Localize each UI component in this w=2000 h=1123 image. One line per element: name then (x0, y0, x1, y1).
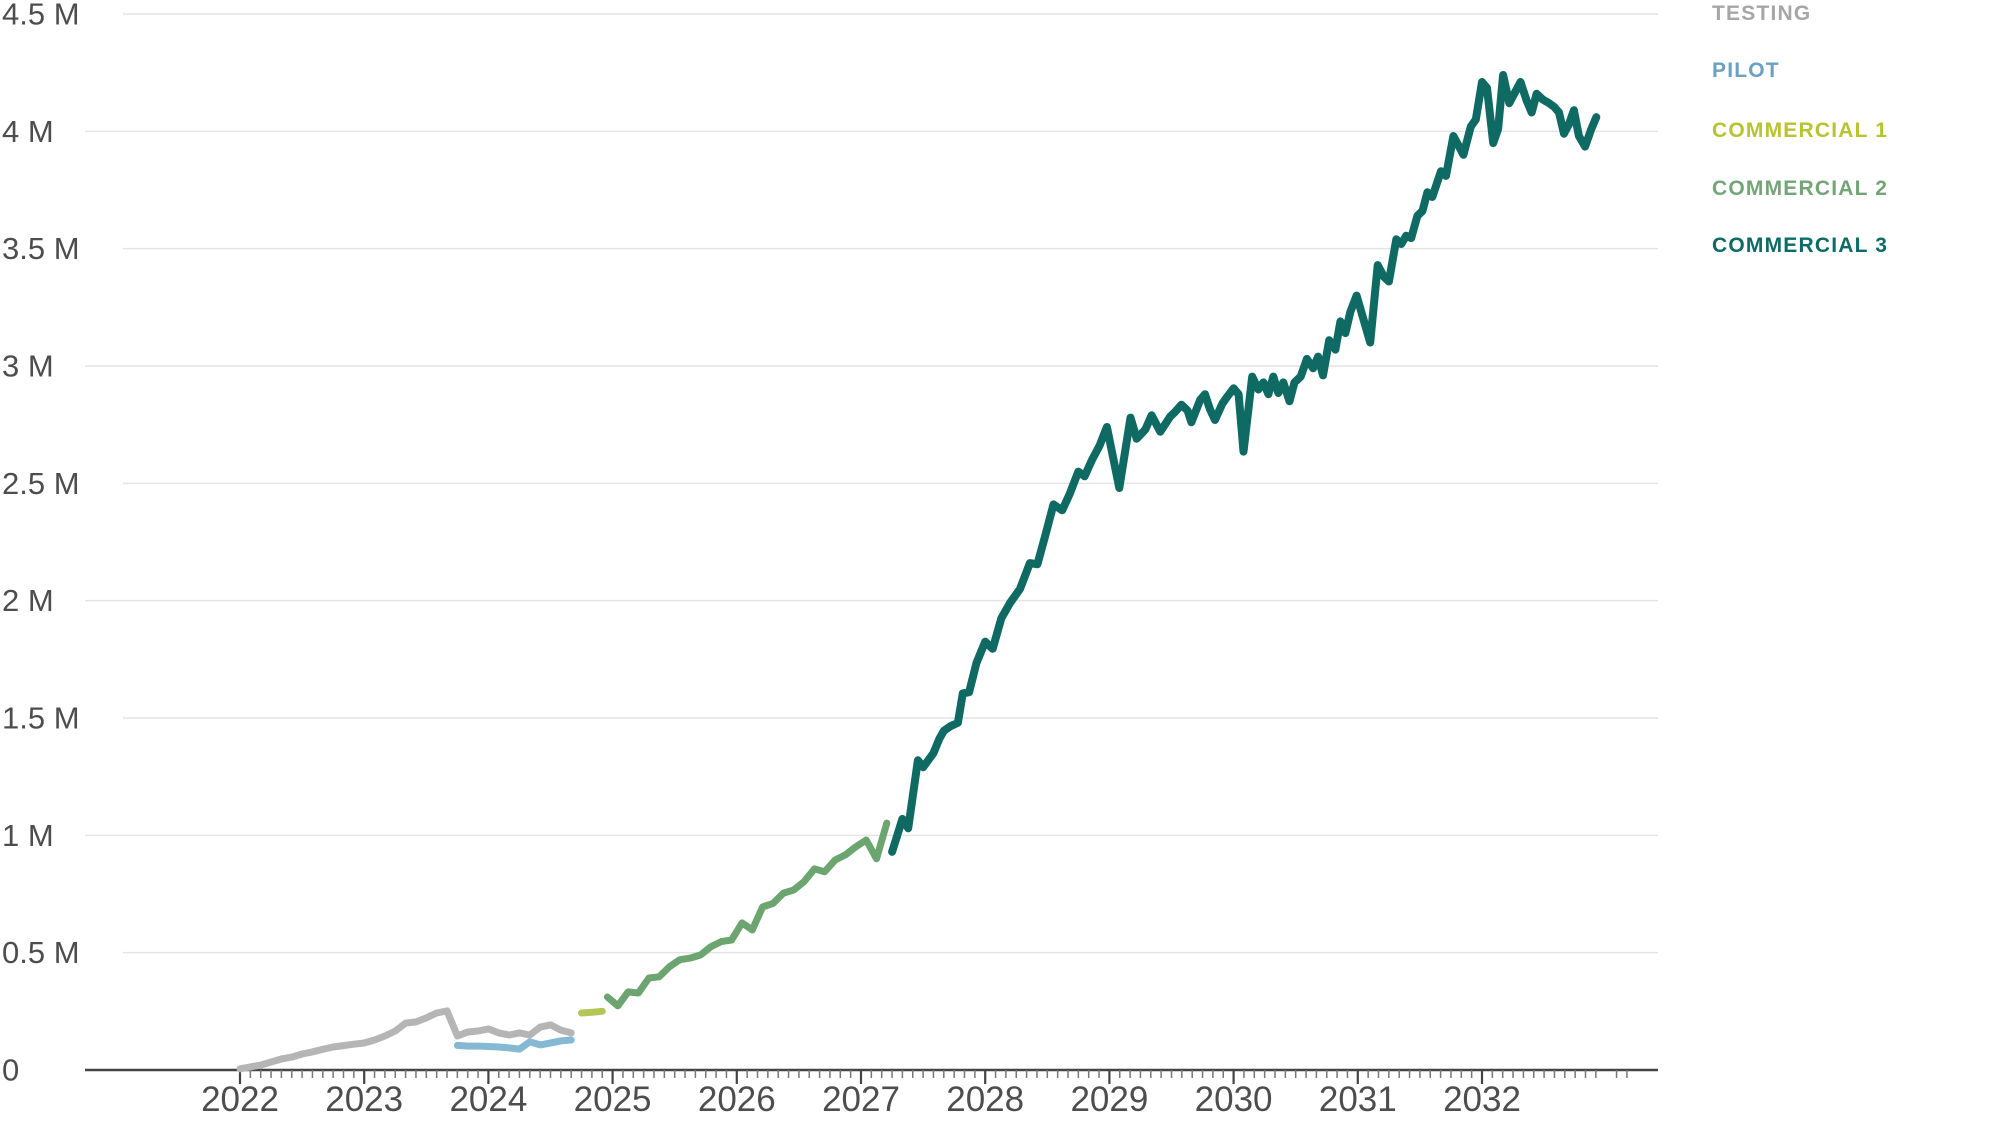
x-tick-label: 2024 (449, 1080, 527, 1119)
x-tick-label: 2027 (822, 1080, 900, 1119)
series-line-pilot (453, 1036, 575, 1053)
y-tick-label: 3.5 M (2, 231, 80, 266)
x-tick-label: 2031 (1319, 1080, 1397, 1119)
y-tick-label: 1 M (2, 818, 54, 853)
y-tick-label: 0 (2, 1053, 19, 1088)
x-tick-label: 2023 (325, 1080, 403, 1119)
y-tick-label: 2 M (2, 583, 54, 618)
legend-item-commercial-1: COMMERCIAL 1 (1712, 119, 1889, 142)
x-tick-label: 2032 (1443, 1080, 1521, 1119)
x-tick-label: 2029 (1070, 1080, 1148, 1119)
y-tick-label: 4.5 M (2, 0, 80, 31)
x-tick-label: 2028 (946, 1080, 1024, 1119)
legend-item-testing: TESTING (1712, 2, 1812, 25)
y-tick-label: 1.5 M (2, 700, 80, 735)
x-tick-label: 2026 (698, 1080, 776, 1119)
y-tick-label: 2.5 M (2, 466, 80, 501)
legend-item-commercial-2: COMMERCIAL 2 (1712, 177, 1889, 200)
series-line-commercial-1 (578, 1007, 606, 1017)
series-line-commercial-3 (888, 71, 1601, 856)
y-tick-label: 3 M (2, 348, 54, 383)
y-tick-label: 4 M (2, 114, 54, 149)
legend-item-pilot: PILOT (1712, 59, 1780, 82)
x-tick-label: 2022 (201, 1080, 279, 1119)
legend-item-commercial-3: COMMERCIAL 3 (1712, 234, 1889, 257)
x-tick-label: 2025 (574, 1080, 652, 1119)
series-line-testing (236, 1007, 575, 1073)
x-tick-label: 2030 (1195, 1080, 1273, 1119)
y-tick-label: 0.5 M (2, 935, 80, 970)
series-line-commercial-2 (603, 819, 891, 1010)
